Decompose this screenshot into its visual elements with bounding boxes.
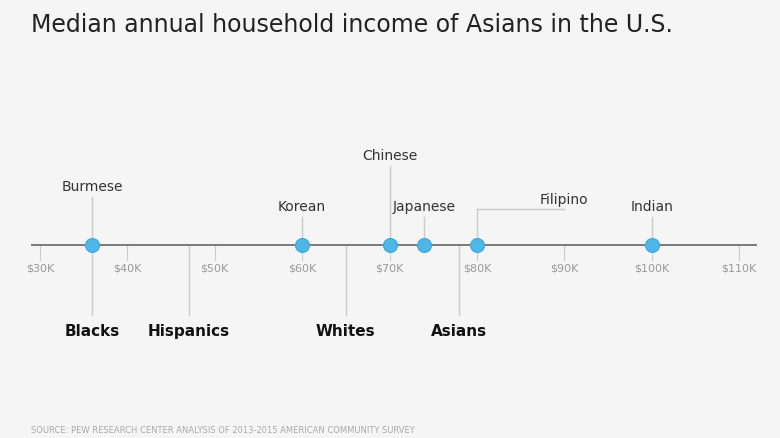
Text: $110K: $110K	[722, 263, 757, 273]
Text: Indian: Indian	[630, 200, 673, 214]
Text: Median annual household income of Asians in the U.S.: Median annual household income of Asians…	[31, 13, 673, 37]
Text: $90K: $90K	[550, 263, 579, 273]
Text: Chinese: Chinese	[362, 149, 417, 163]
Text: Asians: Asians	[431, 324, 488, 339]
Text: Filipino: Filipino	[540, 192, 589, 206]
Text: $40K: $40K	[113, 263, 141, 273]
Text: Japanese: Japanese	[393, 200, 456, 214]
Text: $30K: $30K	[26, 263, 54, 273]
Text: SOURCE: PEW RESEARCH CENTER ANALYSIS OF 2013-2015 AMERICAN COMMUNITY SURVEY: SOURCE: PEW RESEARCH CENTER ANALYSIS OF …	[31, 424, 415, 434]
Text: $60K: $60K	[288, 263, 316, 273]
Text: $70K: $70K	[375, 263, 404, 273]
Text: $80K: $80K	[463, 263, 491, 273]
Text: $100K: $100K	[634, 263, 669, 273]
Text: Blacks: Blacks	[65, 324, 120, 339]
Text: $50K: $50K	[200, 263, 229, 273]
Text: Burmese: Burmese	[62, 180, 123, 194]
Text: Korean: Korean	[278, 200, 326, 214]
Text: Hispanics: Hispanics	[147, 324, 229, 339]
Text: Whites: Whites	[316, 324, 376, 339]
